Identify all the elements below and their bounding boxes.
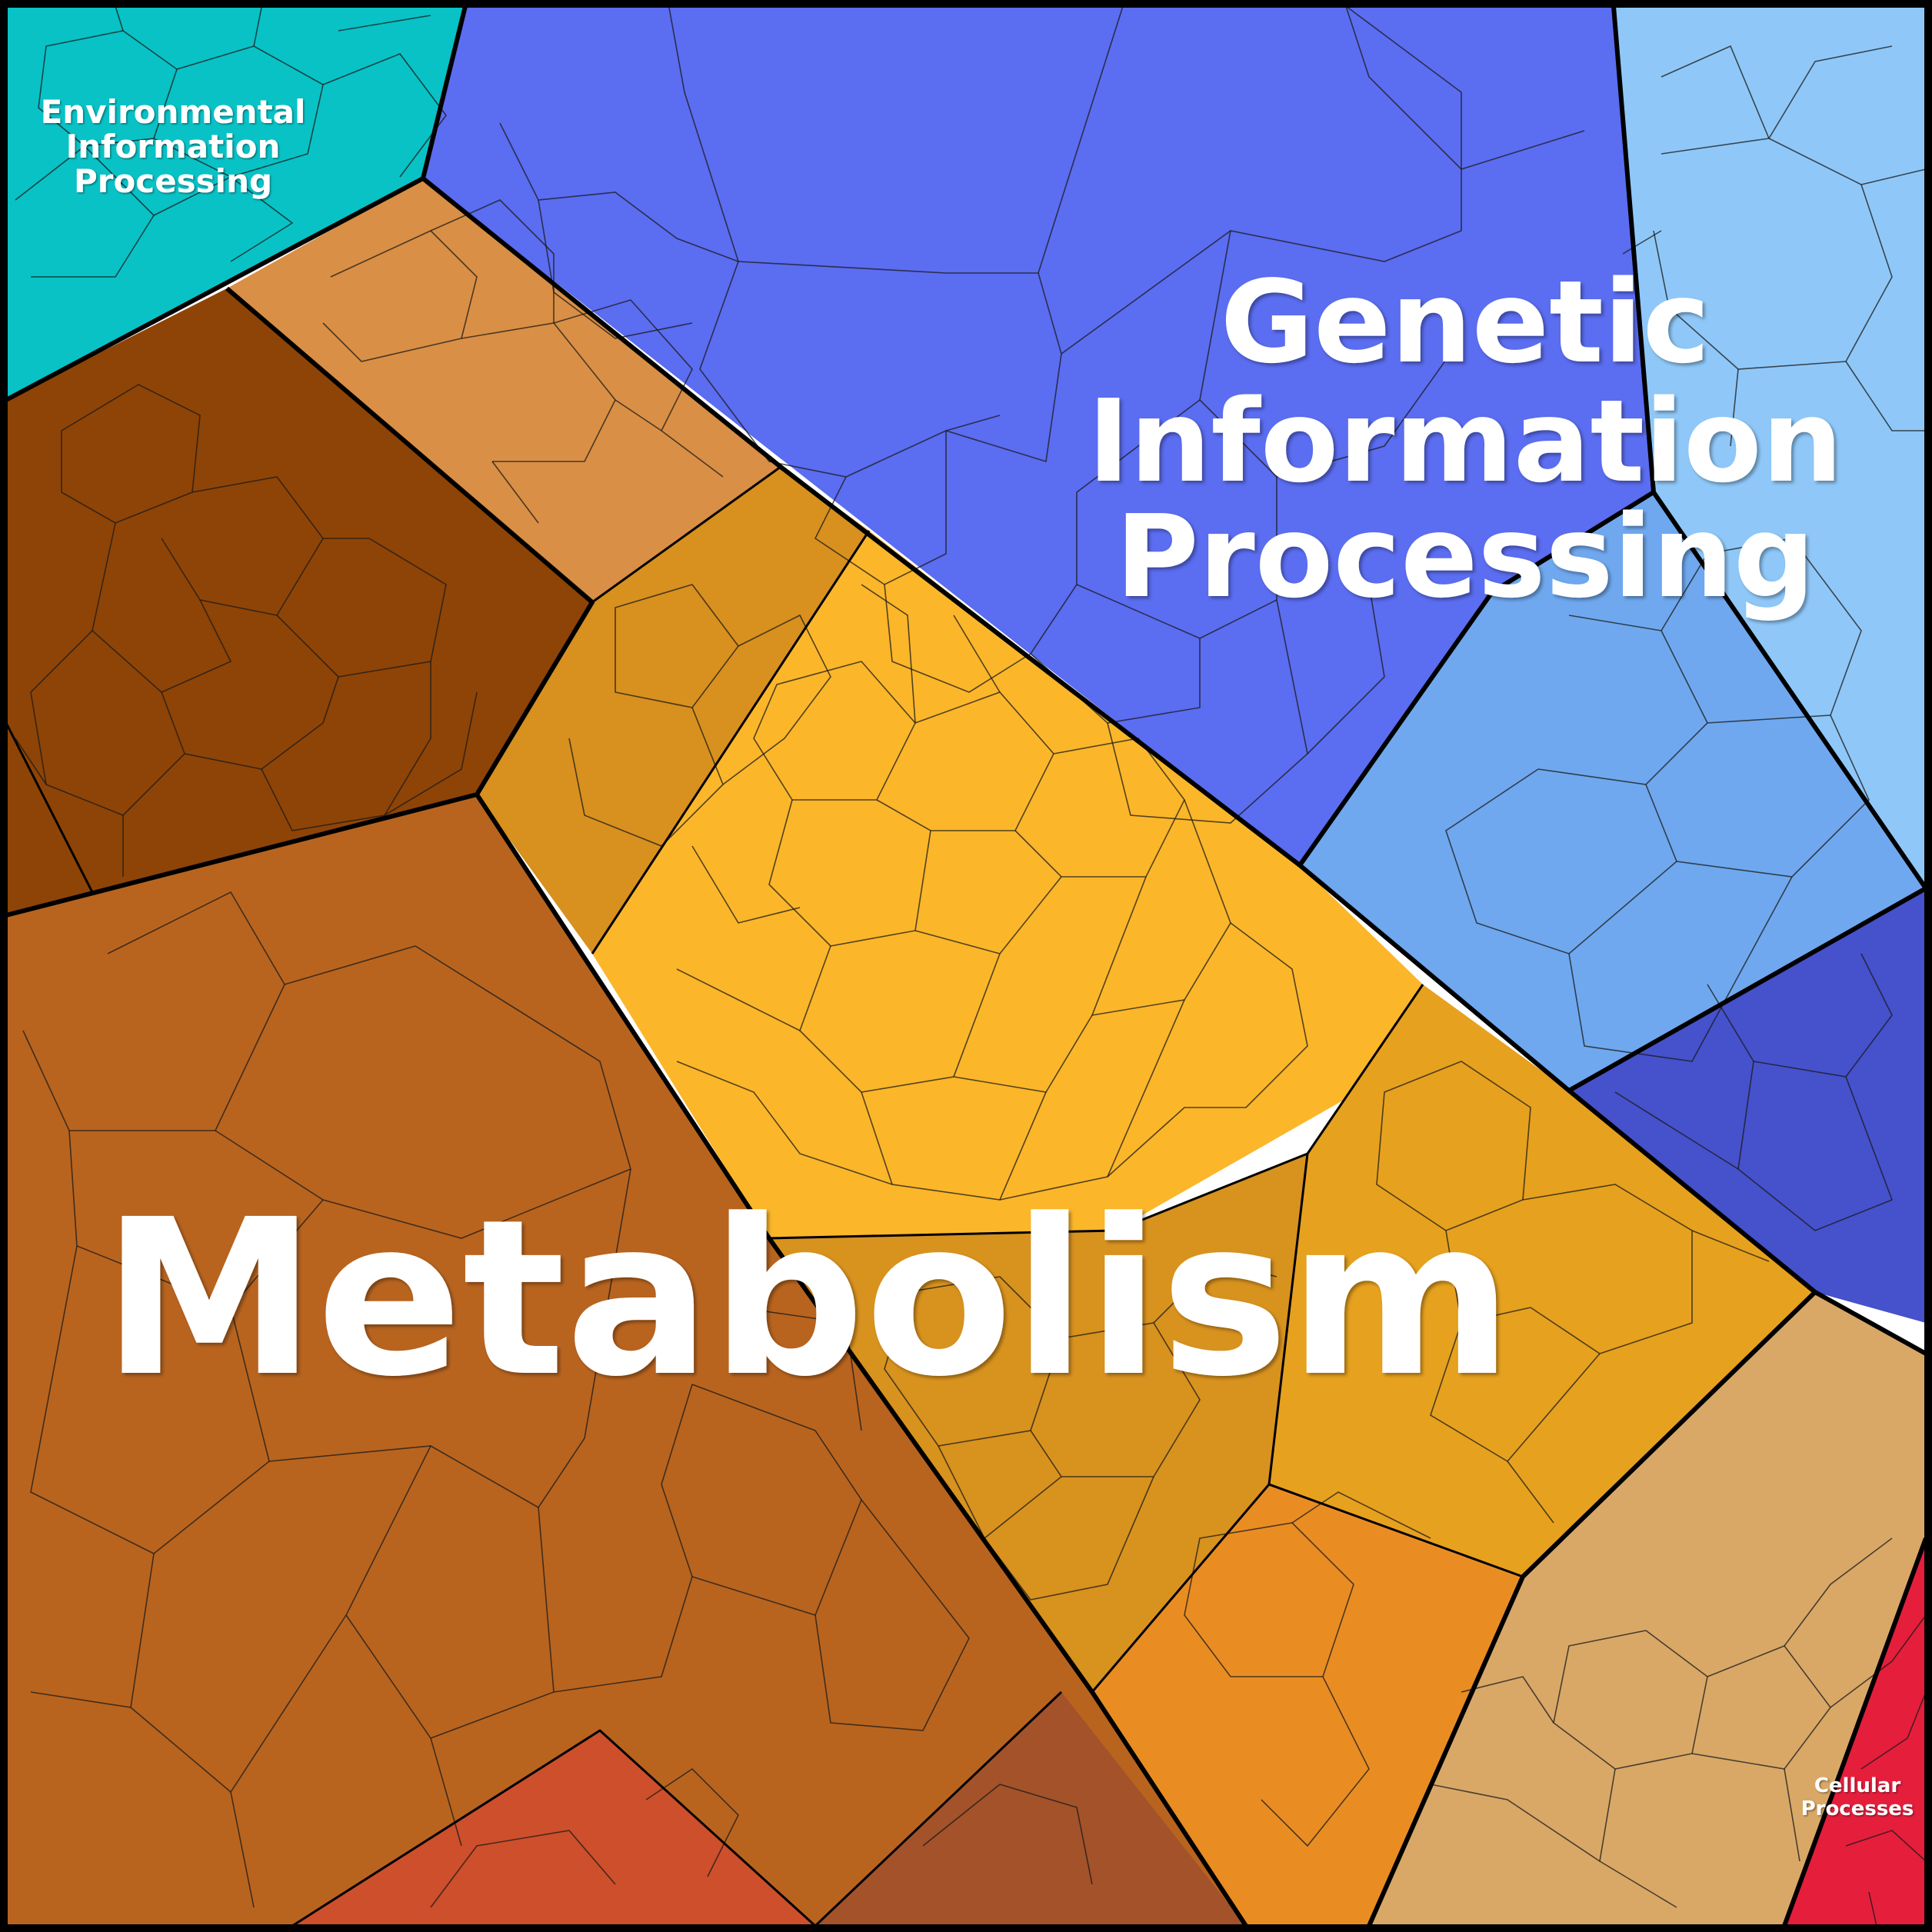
region-group-metabolism xyxy=(6,178,1926,1926)
label-cellular-line1: Cellular xyxy=(1814,1774,1901,1797)
region-metabolism-brown-low[interactable] xyxy=(815,1692,1246,1926)
label-genetic-line1: Genetic xyxy=(1221,256,1710,388)
region-group-environmental xyxy=(6,6,465,400)
label-cellular: Cellular Processes xyxy=(1801,1774,1914,1820)
label-genetic-line2: Information xyxy=(1088,375,1843,508)
region-metabolism-ochre[interactable] xyxy=(477,467,869,954)
region-metabolism-tan-top[interactable] xyxy=(227,178,781,602)
region-environmental[interactable] xyxy=(6,6,465,400)
label-environmental-line1: Environmental xyxy=(41,93,306,131)
label-environmental-line3: Processing xyxy=(74,162,272,200)
region-metabolism-dark[interactable] xyxy=(6,288,592,915)
region-metabolism-yellow[interactable] xyxy=(592,531,1423,1238)
region-metabolism-tan-low[interactable] xyxy=(1369,1292,1926,1926)
label-metabolism: Metabolism xyxy=(102,1174,1514,1424)
label-genetic-line3: Processing xyxy=(1115,491,1814,623)
label-cellular-line2: Processes xyxy=(1801,1797,1914,1820)
region-metabolism-red[interactable] xyxy=(292,1730,815,1926)
label-environmental: Environmental Information Processing xyxy=(41,93,306,200)
region-genetic-sky[interactable] xyxy=(1300,492,1926,1091)
cell-texture xyxy=(15,5,1927,1927)
label-environmental-line2: Information xyxy=(66,128,281,165)
label-genetic: Genetic Information Processing xyxy=(1088,256,1843,623)
region-metabolism-brown[interactable] xyxy=(6,794,1246,1926)
region-metabolism-orange[interactable] xyxy=(1269,984,1815,1577)
subregion-borders xyxy=(5,465,1524,1927)
region-genetic-main[interactable] xyxy=(423,6,1654,865)
region-metabolism-ochre-mid[interactable] xyxy=(769,1154,1307,1692)
label-metabolism-text: Metabolism xyxy=(102,1174,1514,1424)
